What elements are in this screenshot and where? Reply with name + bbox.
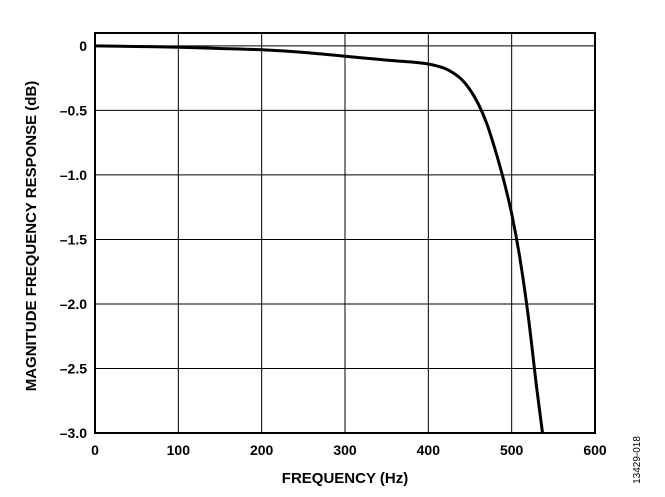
x-tick-label: 300 <box>333 442 357 458</box>
y-tick-label: –1.5 <box>60 231 87 247</box>
x-tick-label: 500 <box>500 442 524 458</box>
figure-id: 13429-018 <box>632 436 643 484</box>
y-tick-label: 0 <box>79 38 87 54</box>
series-layer <box>94 44 544 434</box>
x-tick-label: 0 <box>91 442 99 458</box>
y-tick-label: –2.5 <box>60 360 87 376</box>
y-tick-label: –0.5 <box>60 102 87 118</box>
x-tick-label: 600 <box>583 442 607 458</box>
y-tick-label: –2.0 <box>60 296 87 312</box>
x-axis-title: FREQUENCY (Hz) <box>282 470 408 487</box>
x-tick-label: 100 <box>167 442 191 458</box>
plot-frame <box>94 32 596 434</box>
y-tick-labels: 0 –0.5 –1.0 –1.5 –2.0 –2.5 –3.0 <box>60 38 87 441</box>
y-tick-label: –1.0 <box>60 167 87 183</box>
x-tick-label: 400 <box>417 442 441 458</box>
y-tick-label: –3.0 <box>60 425 87 441</box>
x-tick-label: 200 <box>250 442 274 458</box>
grid <box>95 33 595 433</box>
x-tick-labels: 0 100 200 300 400 500 600 <box>91 442 607 458</box>
y-axis-title: MAGNITUDE FREQUENCY RESPONSE (dB) <box>23 81 40 392</box>
series-line-0 <box>94 44 544 434</box>
